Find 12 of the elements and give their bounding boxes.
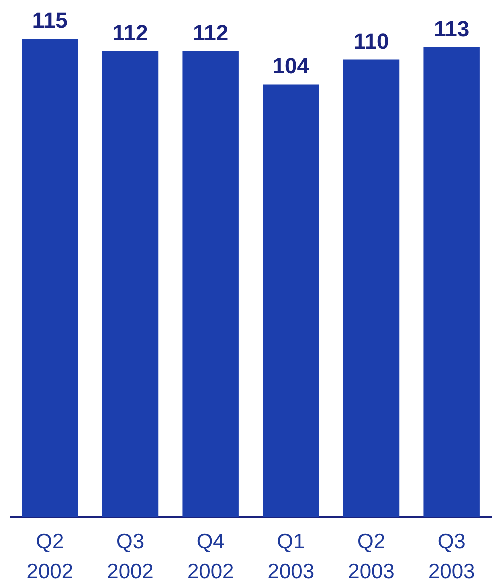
x-tick-label: Q2 2003 <box>348 530 395 584</box>
data-label: 113 <box>434 16 470 42</box>
data-label: 104 <box>272 54 310 79</box>
data-label: 115 <box>32 8 68 33</box>
x-tick-label: Q3 2003 <box>428 530 476 584</box>
data-label: 112 <box>193 20 229 46</box>
x-tick-label: Q3 2002 <box>107 530 154 584</box>
data-label: 112 <box>112 20 148 46</box>
x-tick-label: Q2 2002 <box>26 530 74 584</box>
x-tick-label: Q4 2002 <box>187 530 234 584</box>
data-label: 110 <box>354 28 390 54</box>
x-tick-label: Q1 2003 <box>268 530 315 584</box>
